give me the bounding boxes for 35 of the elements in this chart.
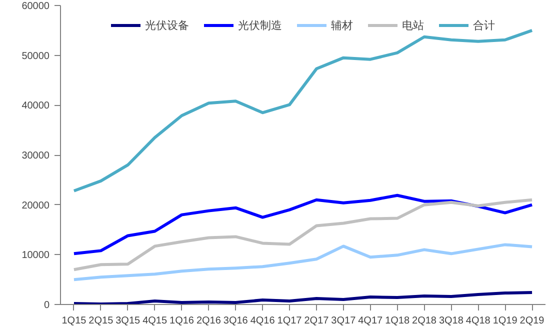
line-series: [72, 28, 534, 192]
x-tick-label: 2Q19: [520, 316, 545, 326]
x-tick-label: 3Q17: [331, 316, 356, 326]
x-tick-label: 3Q16: [223, 316, 248, 326]
legend-label: 合计: [473, 18, 495, 32]
line-series: [72, 243, 534, 282]
line-series: [72, 194, 534, 256]
x-tick-label: 2Q17: [304, 316, 330, 326]
x-tick-label: 2Q16: [196, 316, 222, 326]
x-tick-label: 4Q16: [250, 316, 276, 326]
y-tick-label: 40000: [22, 100, 50, 112]
x-tick-label: 1Q18: [385, 316, 410, 326]
x-tick-label: 4Q18: [466, 316, 491, 326]
x-tick-label: 3Q18: [438, 316, 464, 326]
line-series: [72, 291, 534, 304]
x-tick-label: 2Q18: [412, 316, 437, 326]
y-tick-label: 60000: [22, 1, 50, 12]
legend-label: 辅材: [331, 18, 353, 32]
x-tick-label: 1Q15: [62, 316, 87, 326]
y-tick-label: 10000: [22, 250, 50, 262]
x-tick-label: 1Q17: [277, 316, 302, 326]
x-tick-label: 2Q15: [88, 316, 114, 326]
x-tick-label: 4Q17: [358, 316, 384, 326]
x-tick-label: 1Q19: [492, 316, 518, 326]
x-tick-label: 1Q16: [170, 316, 194, 326]
y-tick-label: 30000: [22, 150, 50, 162]
legend-label: 光伏制造: [238, 18, 282, 32]
legend-label: 光伏设备: [145, 18, 189, 32]
legend-label: 电站: [402, 18, 424, 32]
y-tick-label: 50000: [22, 50, 50, 62]
x-tick-label: 4Q15: [142, 316, 168, 326]
x-tick-label: 3Q15: [116, 316, 141, 326]
line-series: [72, 198, 534, 272]
y-tick-label: 0: [44, 300, 50, 311]
y-tick-label: 20000: [22, 200, 50, 212]
